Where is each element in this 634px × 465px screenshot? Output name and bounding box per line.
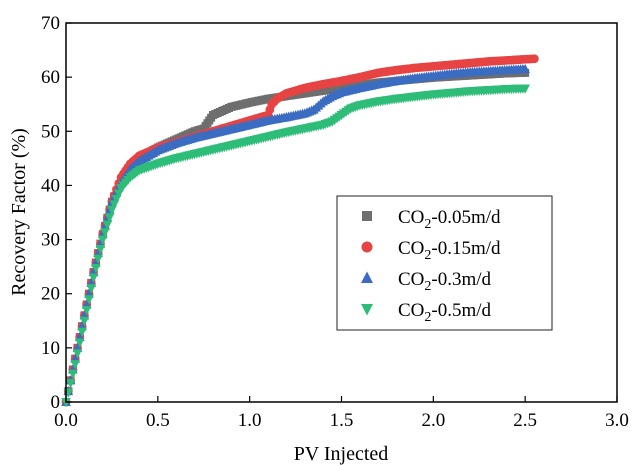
y-tick-label: 40 <box>41 175 60 196</box>
legend-marker <box>361 304 373 316</box>
data-point <box>520 84 530 94</box>
data-point <box>93 254 103 264</box>
data-point <box>91 263 101 274</box>
data-point <box>72 349 83 359</box>
legend-marker <box>362 211 372 221</box>
legend-item: CO2-0.15m/d <box>361 238 501 263</box>
x-tick-label: 0.0 <box>54 410 78 431</box>
legend-label-base: CO <box>398 300 424 321</box>
data-point <box>70 360 80 370</box>
data-point <box>95 245 106 255</box>
data-marks <box>61 54 539 408</box>
axis-ticks: 0.0 0.5 1.0 1.5 2.0 2.5 3.0 0 10 20 30 40 50 60 70 <box>41 13 629 431</box>
y-tick-label: 20 <box>41 284 60 305</box>
y-tick-label: 0 <box>51 392 61 413</box>
legend-label-subscript: 2 <box>424 248 431 263</box>
data-point <box>86 284 97 294</box>
legend-label: CO2-0.3m/d <box>398 269 492 294</box>
legend-label-subscript: 2 <box>424 310 431 325</box>
legend-label-rest: -0.5m/d <box>431 300 491 321</box>
x-axis-title: PV Injected <box>294 443 389 465</box>
legend-label-base: CO <box>398 207 424 228</box>
legend-label-base: CO <box>398 269 424 290</box>
legend-item: CO2-0.5m/d <box>361 300 492 325</box>
legend-label: CO2-0.5m/d <box>398 300 492 325</box>
y-tick-label: 50 <box>41 121 60 142</box>
legend-item: CO2-0.3m/d <box>361 269 492 294</box>
legend-marker <box>361 241 373 253</box>
legend-label: CO2-0.05m/d <box>398 207 501 232</box>
data-point <box>84 295 94 305</box>
data-point <box>102 220 113 230</box>
data-point <box>88 273 99 283</box>
series-3-points <box>61 84 530 408</box>
data-point <box>520 63 530 74</box>
legend-item: CO2-0.05m/d <box>362 207 501 232</box>
data-point <box>97 235 108 245</box>
legend-label-rest: -0.05m/d <box>431 207 501 228</box>
data-point <box>65 379 76 389</box>
legend: CO2-0.05m/dCO2-0.15m/dCO2-0.3m/dCO2-0.5m… <box>336 195 553 331</box>
y-tick-label: 30 <box>41 230 60 251</box>
x-tick-label: 2.0 <box>421 410 445 431</box>
data-point <box>100 228 110 238</box>
legend-marker <box>361 271 373 283</box>
legend-label-rest: -0.15m/d <box>431 238 501 259</box>
data-point <box>81 305 92 316</box>
data-point <box>529 54 539 64</box>
data-point <box>104 213 115 223</box>
x-tick-label: 2.5 <box>513 410 537 431</box>
legend-label-subscript: 2 <box>424 279 431 294</box>
data-point <box>68 369 78 379</box>
legend-label-base: CO <box>398 238 424 259</box>
legend-label: CO2-0.15m/d <box>398 238 501 263</box>
legend-box <box>336 195 553 331</box>
x-tick-label: 1.0 <box>238 410 262 431</box>
y-tick-label: 60 <box>41 67 60 88</box>
data-point <box>79 316 90 326</box>
x-tick-label: 0.5 <box>146 410 170 431</box>
data-point <box>74 338 85 348</box>
data-point <box>77 327 87 337</box>
y-tick-label: 70 <box>41 13 60 34</box>
y-axis-title: Recovery Factor (%) <box>8 128 30 296</box>
y-tick-label: 10 <box>41 338 60 359</box>
x-tick-label: 3.0 <box>605 410 629 431</box>
x-tick-label: 1.5 <box>330 410 354 431</box>
legend-label-subscript: 2 <box>424 217 431 232</box>
legend-label-rest: -0.3m/d <box>431 269 491 290</box>
